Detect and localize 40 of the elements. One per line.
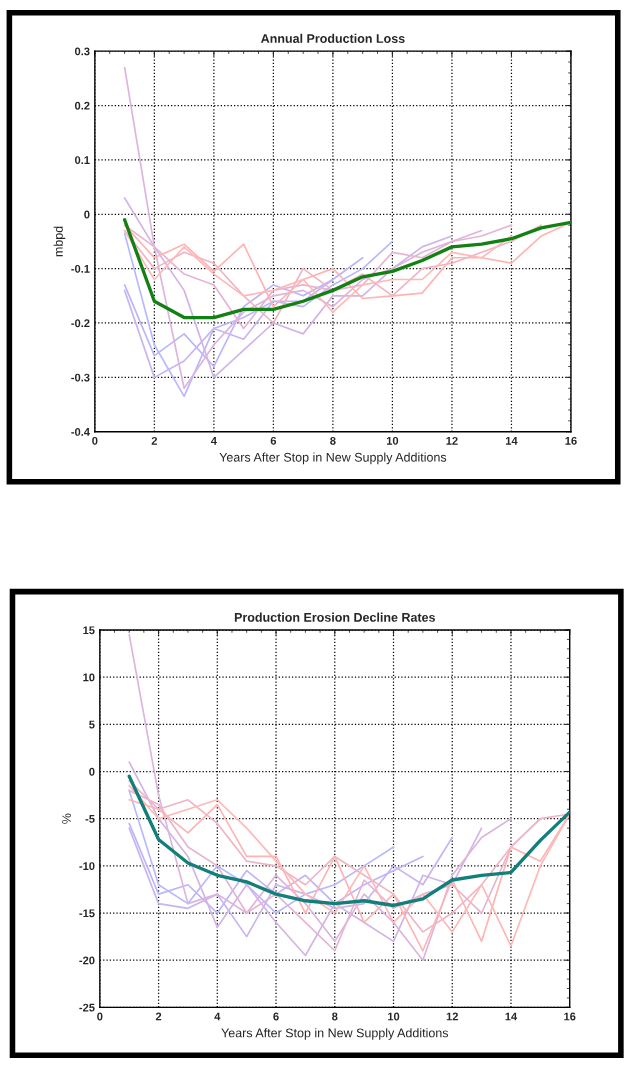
y-tick-label: 0.3 [74,47,90,56]
y-tick-label: 10 [83,673,95,682]
x-tick-label: 0 [97,1012,103,1021]
chart-title: Annual Production Loss [261,33,405,43]
y-axis-title: mbpd [53,226,66,257]
y-tick-label: -5 [85,815,95,823]
x-tick-label: 14 [505,437,518,445]
y-tick-label: -20 [79,956,95,965]
y-tick-label: -0.1 [71,264,90,273]
x-tick-label: 16 [565,436,577,445]
x-tick-label: 8 [330,436,336,445]
x-tick-label: 10 [388,1012,400,1021]
chart-title: Production Erosion Decline Rates [234,612,435,622]
y-tick-label: 0.2 [74,101,90,110]
x-tick-label: 4 [214,1012,221,1021]
x-axis-title: Years After Stop in New Supply Additions [219,452,447,465]
y-tick-label: -0.2 [71,319,90,328]
x-tick-label: 8 [332,1012,338,1021]
x-tick-label: 14 [505,1012,518,1021]
y-tick-label: 0 [84,210,90,219]
y-tick-label: -15 [79,909,95,918]
x-tick-label: 4 [210,437,217,445]
x-tick-label: 2 [155,1012,162,1021]
x-tick-label: 12 [446,1012,458,1021]
y-tick-label: -10 [79,862,95,870]
x-tick-label: 6 [270,436,277,445]
y-axis-title: % [62,813,71,824]
y-tick-label: 5 [89,720,95,729]
x-tick-label: 2 [151,436,158,445]
y-tick-label: 0 [89,767,95,776]
x-tick-label: 6 [273,1012,279,1021]
y-tick-label: -25 [79,1003,95,1012]
x-tick-label: 10 [386,436,399,445]
y-tick-label: 0.1 [74,156,90,165]
x-axis-title: Years After Stop in New Supply Additions [221,1028,449,1040]
y-tick-label: 15 [83,626,95,635]
x-tick-label: 12 [446,436,458,445]
y-tick-label: -0.3 [71,373,90,382]
y-tick-label: -0.4 [71,428,90,436]
x-tick-label: 16 [564,1012,576,1021]
